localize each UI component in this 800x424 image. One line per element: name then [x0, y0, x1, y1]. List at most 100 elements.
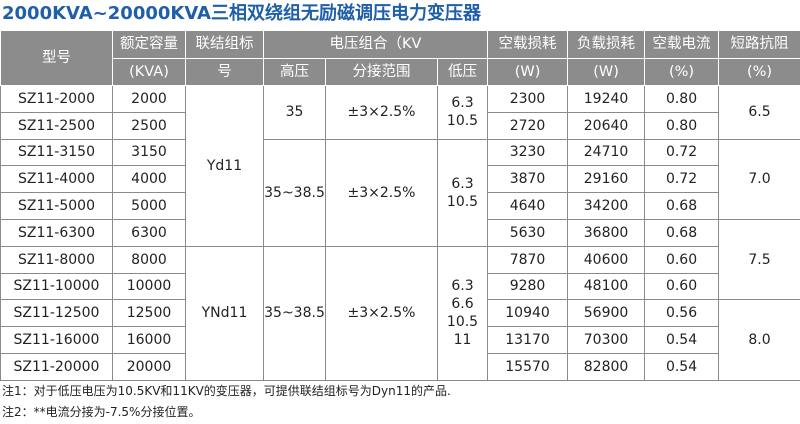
model-cell: SZ11-8000	[0, 245, 113, 274]
load-cell: 70300	[567, 326, 646, 354]
current-cell: 0.80	[644, 111, 720, 140]
noload-cell: 7870	[487, 245, 569, 274]
header-cell: 高压	[263, 57, 326, 86]
tap-cell: ±3×2.5%	[325, 85, 438, 140]
capacity-cell: 6300	[112, 218, 186, 247]
table-row: SZ11-5000 5000 4640 34200 0.68	[0, 192, 800, 220]
capacity-cell: 3150	[112, 138, 186, 167]
noload-cell: 2300	[487, 85, 569, 113]
capacity-cell: 2000	[112, 85, 186, 113]
current-cell: 0.68	[644, 218, 720, 247]
header-cell: 短路抗阻	[718, 30, 800, 59]
header-cell: 号	[185, 57, 264, 86]
tap-cell: ±3×2.5%	[325, 245, 438, 381]
load-cell: 36800	[567, 218, 646, 247]
current-cell: 0.60	[644, 245, 720, 274]
load-cell: 40600	[567, 245, 646, 274]
noload-cell: 4640	[487, 192, 569, 220]
current-cell: 0.54	[644, 352, 720, 381]
lv-cell: 6.3 10.5	[436, 85, 489, 140]
load-cell: 19240	[567, 85, 646, 113]
impedance-cell: 8.0	[718, 299, 800, 381]
current-cell: 0.68	[644, 192, 720, 220]
noload-cell: 3870	[487, 165, 569, 194]
current-cell: 0.80	[644, 85, 720, 113]
model-cell: SZ11-20000	[0, 352, 113, 381]
cell-line: 10.5	[446, 314, 479, 331]
header-cell: (W)	[487, 57, 569, 86]
header-cell: (W)	[567, 57, 646, 86]
current-cell: 0.54	[644, 326, 720, 354]
table-row: SZ11-8000 8000 YNd11 35~38.5 ±3×2.5% 6.3 6.6 10…	[0, 245, 800, 381]
noload-cell: 2720	[487, 111, 569, 140]
capacity-cell: 5000	[112, 192, 186, 220]
header-cell: 低压	[436, 57, 489, 86]
header-cell: (KVA)	[112, 57, 186, 86]
noload-cell: 3230	[487, 138, 569, 167]
load-cell: 56900	[567, 299, 646, 328]
spec-table: 型号 额定容量 联结组标 电压组合（KV 空载损耗 负载损耗 空载电流 短路抗阻…	[0, 30, 800, 381]
load-cell: 24710	[567, 138, 646, 167]
header-cell: 空载损耗	[487, 30, 569, 59]
header-cell: 型号	[0, 30, 113, 86]
table-row: SZ11-20000 20000 15570 82800 0.54	[0, 352, 800, 381]
noload-cell: 10940	[487, 299, 569, 328]
impedance-cell: 7.5	[718, 218, 800, 301]
load-cell: 34200	[567, 192, 646, 220]
capacity-cell: 8000	[112, 245, 186, 274]
cell-line: 11	[453, 332, 472, 349]
noload-cell: 9280	[487, 272, 569, 301]
model-cell: SZ11-2500	[0, 111, 113, 140]
vector-cell: Yd11	[185, 85, 264, 247]
capacity-cell: 12500	[112, 299, 186, 328]
tap-cell: ±3×2.5%	[325, 138, 438, 247]
note: 注1：对于低压电压为10.5KV和11KV的变压器，可提供联结组标号为Dyn11…	[2, 383, 451, 398]
model-cell: SZ11-2000	[0, 85, 113, 113]
load-cell: 29160	[567, 165, 646, 194]
header-cell: 空载电流	[644, 30, 720, 59]
table-header: 型号 额定容量 联结组标 电压组合（KV 空载损耗 负载损耗 空载电流 短路抗阻…	[0, 30, 800, 86]
cell-line: 10.5	[446, 193, 479, 210]
table-row: SZ11-12500 12500 10940 56900 0.56 8.0	[0, 299, 800, 381]
noload-cell: 15570	[487, 352, 569, 381]
model-cell: SZ11-12500	[0, 299, 113, 328]
hv-cell: 35	[263, 85, 326, 140]
header-cell: (%)	[718, 57, 800, 86]
noload-cell: 5630	[487, 218, 569, 247]
noload-cell: 13170	[487, 326, 569, 354]
header-cell: 电压组合（KV	[262, 30, 489, 59]
model-cell: SZ11-16000	[0, 326, 113, 354]
capacity-cell: 2500	[112, 111, 186, 140]
table-body: SZ11-2000 2000 Yd11 35 ±3×2.5% 6.3 10.5 2300 192…	[0, 85, 800, 381]
lv-cell: 6.3 10.5	[436, 138, 489, 247]
hv-cell: 35~38.5	[263, 138, 326, 247]
load-cell: 82800	[567, 352, 646, 381]
model-cell: SZ11-5000	[0, 192, 113, 220]
cell-line: 6.6	[451, 296, 474, 313]
header-cell: 负载损耗	[567, 30, 646, 59]
impedance-cell: 6.5	[718, 85, 800, 140]
vector-cell: YNd11	[185, 245, 264, 381]
current-cell: 0.56	[644, 299, 720, 328]
table-row: SZ11-3150 3150 35~38.5 ±3×2.5% 6.3 10.5 3230 24…	[0, 138, 800, 247]
current-cell: 0.72	[644, 138, 720, 167]
capacity-cell: 4000	[112, 165, 186, 194]
model-cell: SZ11-6300	[0, 218, 113, 247]
table-row: SZ11-2000 2000 Yd11 35 ±3×2.5% 6.3 10.5 2300 192…	[0, 85, 800, 247]
model-cell: SZ11-3150	[0, 138, 113, 167]
lv-cell: 6.3 6.6 10.5 11	[436, 245, 489, 381]
model-cell: SZ11-4000	[0, 165, 113, 194]
current-cell: 0.60	[644, 272, 720, 301]
model-cell: SZ11-10000	[0, 272, 113, 301]
capacity-cell: 10000	[112, 272, 186, 301]
header-cell: 分接范围	[325, 57, 438, 86]
current-cell: 0.72	[644, 165, 720, 194]
capacity-cell: 20000	[112, 352, 186, 381]
load-cell: 20640	[567, 111, 646, 140]
header-cell: 额定容量	[112, 30, 186, 59]
header-cell: (%)	[644, 57, 720, 86]
cell-line: 6.3	[451, 175, 474, 192]
load-cell: 48100	[567, 272, 646, 301]
impedance-cell: 7.0	[718, 138, 800, 220]
